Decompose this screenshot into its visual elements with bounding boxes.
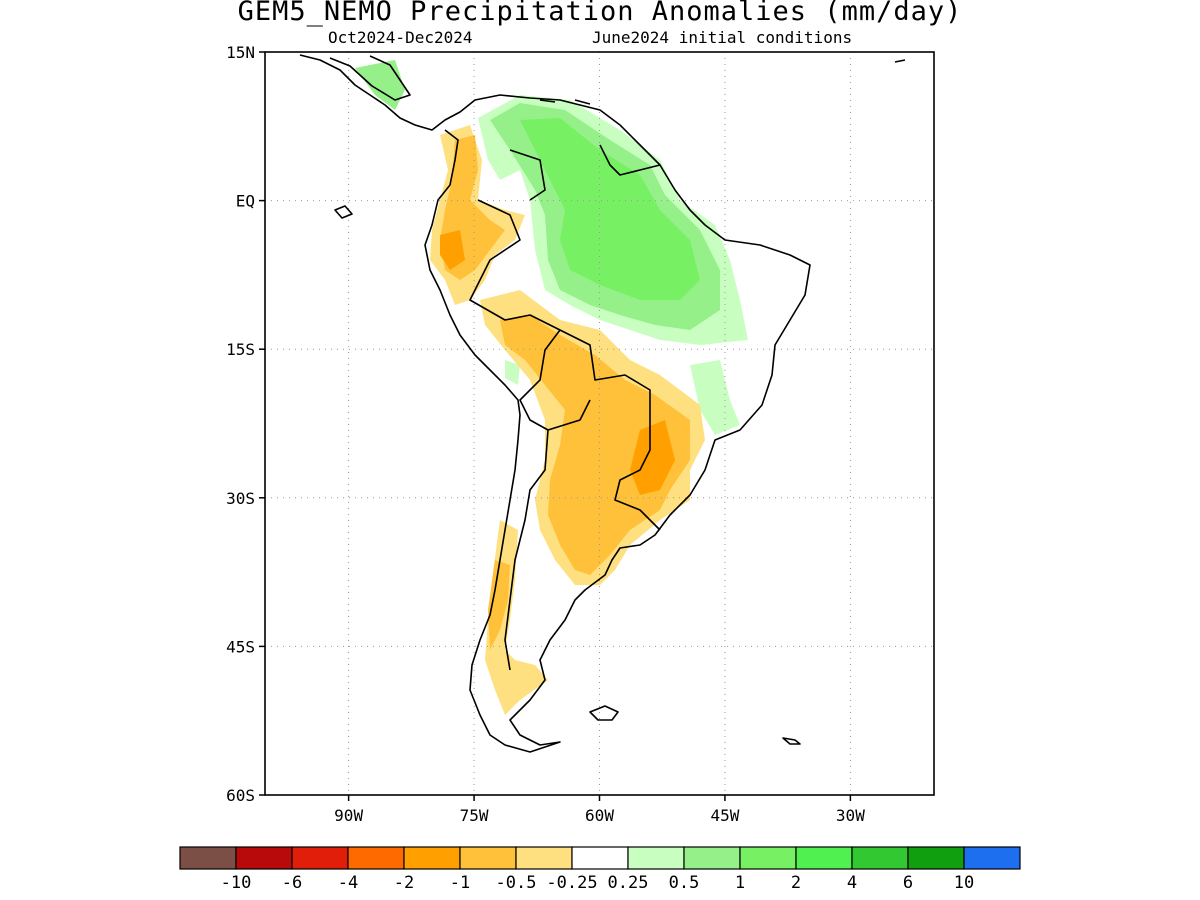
wet-area-west-peru — [505, 360, 520, 385]
colorbar-label: -6 — [282, 873, 302, 893]
colorbar-swatch — [963, 846, 1021, 870]
colorbar-swatch — [683, 846, 741, 870]
lat-tick-label: EQ — [236, 192, 255, 211]
dry-area-chile — [488, 560, 510, 650]
initial-conditions: June2024 initial conditions — [592, 28, 853, 47]
colorbar-swatch — [907, 846, 965, 870]
lat-tick-label: 45S — [226, 637, 255, 656]
lon-tick-label: 45W — [710, 806, 739, 825]
wet-area-amazon-core — [520, 118, 700, 300]
colorbar-swatch — [347, 846, 405, 870]
colorbar-swatch — [459, 846, 517, 870]
colorbar-label: 1 — [735, 873, 745, 893]
falkland-islands — [589, 705, 619, 721]
lon-tick-label: 30W — [836, 806, 865, 825]
colorbar-label: 0.5 — [669, 873, 700, 893]
colorbar-label: -10 — [221, 873, 252, 893]
dry-area-andes-north-core — [440, 230, 465, 270]
map-title: GEM5_NEMO Precipitation Anomalies (mm/da… — [237, 0, 963, 27]
colorbar-label: 0.25 — [608, 873, 649, 893]
lat-tick-label: 15S — [226, 340, 255, 359]
colorbar-swatch — [235, 846, 293, 870]
lon-tick-label: 60W — [585, 806, 614, 825]
caribbean-islands — [539, 59, 906, 105]
colorbar-swatch — [627, 846, 685, 870]
colorbar-swatch — [403, 846, 461, 870]
colorbar-label: 4 — [847, 873, 857, 893]
colorbar-label: -0.5 — [496, 873, 537, 893]
coastline — [299, 54, 906, 753]
lon-tick-label: 75W — [460, 806, 489, 825]
lat-tick-label: 15N — [226, 43, 255, 62]
colorbar-swatch — [291, 846, 349, 870]
south-georgia-island — [782, 737, 801, 745]
colorbar-label: 10 — [954, 873, 974, 893]
colorbar-swatch — [515, 846, 573, 870]
wet-area-east-brazil — [690, 360, 740, 435]
colorbar-swatch — [179, 846, 237, 870]
colorbar-label: -4 — [338, 873, 358, 893]
forecast-period: Oct2024-Dec2024 — [328, 28, 473, 47]
galapagos-islands — [334, 205, 353, 219]
dry-area-central-core — [630, 420, 675, 495]
colorbar-swatch — [795, 846, 853, 870]
dry-area-central — [500, 315, 690, 575]
colorbar: -10 -6 -4 -2 -1 -0.5 -0.25 0.25 0.5 1 2 4 6 10 — [179, 846, 1021, 893]
colorbar-label: -2 — [394, 873, 414, 893]
colorbar-label: 2 — [791, 873, 801, 893]
national-borders — [469, 144, 661, 671]
lat-tick-label: 60S — [226, 786, 255, 805]
colorbar-swatch — [571, 846, 629, 870]
lat-tick-label: 30S — [226, 489, 255, 508]
south-america-coastline — [299, 54, 811, 753]
colorbar-swatch — [739, 846, 797, 870]
colorbar-swatch — [851, 846, 909, 870]
colorbar-label: -1 — [450, 873, 470, 893]
lon-tick-label: 90W — [334, 806, 363, 825]
colorbar-label: -0.25 — [546, 873, 597, 893]
map-axes: 15N EQ 15S 30S 45S 60S 90W 75W 60W 45W 30W — [226, 43, 865, 825]
colorbar-label: 6 — [903, 873, 913, 893]
wet-area-central-america — [355, 60, 405, 110]
anomaly-shading — [355, 60, 748, 715]
central-america-coastline — [329, 55, 411, 101]
